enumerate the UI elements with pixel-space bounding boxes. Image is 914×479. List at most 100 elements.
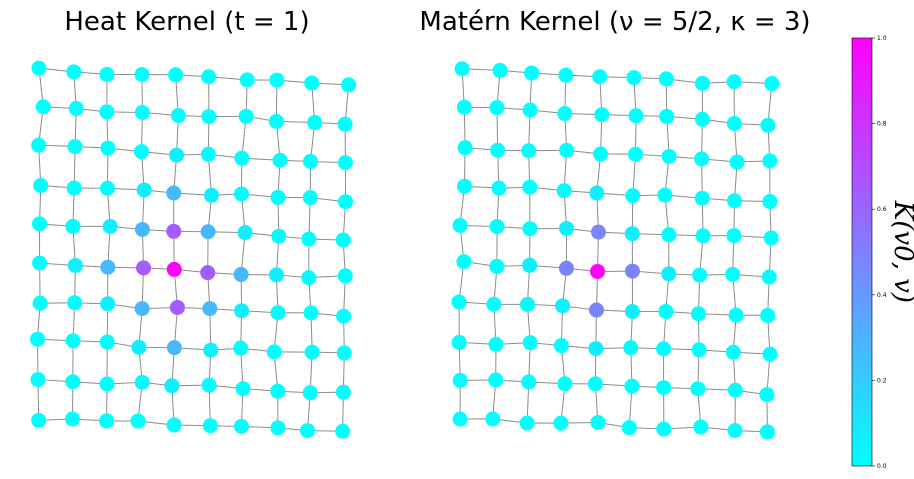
graph-node (454, 61, 470, 77)
graph-node (64, 411, 80, 427)
graph-node (67, 257, 83, 273)
graph-node (555, 298, 571, 314)
graph-node (201, 69, 217, 85)
graph-node (593, 146, 609, 162)
graph-node (303, 305, 319, 321)
graph-node (694, 151, 710, 167)
graph-node (202, 301, 218, 317)
graph-node (590, 224, 606, 240)
graph-node (522, 257, 538, 273)
colorbar-tick-label: 1.0 (877, 35, 887, 42)
graph-node (661, 148, 677, 164)
graph-node (235, 381, 251, 397)
graph-node (271, 228, 287, 244)
graph-node (35, 99, 51, 115)
graph-node (658, 304, 674, 320)
graph-node (690, 381, 706, 397)
graph-node (166, 261, 182, 277)
graph-node (690, 306, 706, 322)
graph-node (133, 144, 149, 160)
graph-node (587, 376, 603, 392)
graph-node (692, 267, 708, 283)
graph-node (202, 418, 218, 434)
graph-node (761, 269, 777, 285)
graph-node (68, 101, 84, 117)
graph-node (164, 378, 180, 394)
graph-node (489, 258, 505, 274)
graph-node (763, 230, 779, 246)
matern-kernel-title: Matérn Kernel (ν = 5/2, κ = 3) (419, 7, 810, 37)
graph-node (269, 72, 285, 88)
graph-node (658, 71, 674, 87)
graph-node (166, 417, 182, 433)
colorbar-ticks: 0.0 0.2 0.4 0.6 0.8 1.0 (872, 35, 887, 470)
graph-node (302, 385, 318, 401)
graph-node (29, 331, 45, 347)
colorbar: 0.0 0.2 0.4 0.6 0.8 1.0 K(v0, v) (851, 35, 914, 470)
graph-node (452, 372, 468, 388)
graph-node (657, 187, 673, 203)
graph-node (99, 334, 115, 350)
graph-node (728, 307, 744, 323)
graph-node (335, 384, 351, 400)
graph-node (239, 72, 255, 88)
graph-node (134, 221, 150, 237)
graph-node (200, 265, 216, 281)
graph-node (203, 342, 219, 358)
graph-node (628, 146, 644, 162)
graph-node (762, 153, 778, 169)
graph-node (200, 146, 216, 162)
graph-node (661, 266, 677, 282)
graph-node (693, 419, 709, 435)
colorbar-tick-label: 0.4 (877, 292, 887, 299)
graph-node (170, 108, 186, 124)
graph-node (524, 65, 540, 81)
graph-node (337, 155, 353, 171)
graph-node (489, 219, 505, 235)
graph-node (233, 267, 249, 283)
graph-node (488, 372, 504, 388)
graph-node (488, 336, 504, 352)
graph-node (201, 377, 217, 393)
colorbar-tick-label: 0.2 (877, 377, 887, 384)
graph-node (99, 66, 115, 82)
graph-node (762, 194, 778, 210)
graph-node (623, 340, 639, 356)
graph-node (65, 333, 81, 349)
graph-node (492, 62, 508, 78)
graph-node (760, 307, 776, 323)
graph-node (270, 383, 286, 399)
graph-node (304, 75, 320, 91)
graph-node (238, 108, 254, 124)
graph-node (760, 117, 776, 133)
graph-node (268, 113, 284, 129)
graph-node (270, 420, 286, 436)
graph-node (66, 180, 82, 196)
graph-node (301, 231, 317, 247)
graph-node (451, 334, 467, 350)
graph-node (169, 147, 185, 163)
heat-kernel-panel (29, 60, 357, 439)
graph-node (456, 99, 472, 115)
graph-node (762, 346, 778, 362)
graph-node (556, 183, 572, 199)
graph-node (764, 76, 780, 92)
graph-node (519, 415, 535, 431)
graph-node (102, 218, 118, 234)
graph-node (490, 142, 506, 158)
graph-node (521, 374, 537, 390)
graph-node (726, 74, 742, 90)
graph-node (335, 232, 351, 248)
graph-node (522, 179, 538, 195)
graph-node (592, 69, 608, 85)
graph-node (759, 424, 775, 440)
graph-node (656, 421, 672, 437)
graph-node (522, 221, 538, 237)
graph-node (452, 217, 468, 233)
graph-node (589, 185, 605, 201)
graph-node (522, 102, 538, 118)
graph-node (341, 77, 357, 93)
graph-node (759, 387, 775, 403)
graph-node (99, 413, 115, 429)
graph-node (695, 228, 711, 244)
